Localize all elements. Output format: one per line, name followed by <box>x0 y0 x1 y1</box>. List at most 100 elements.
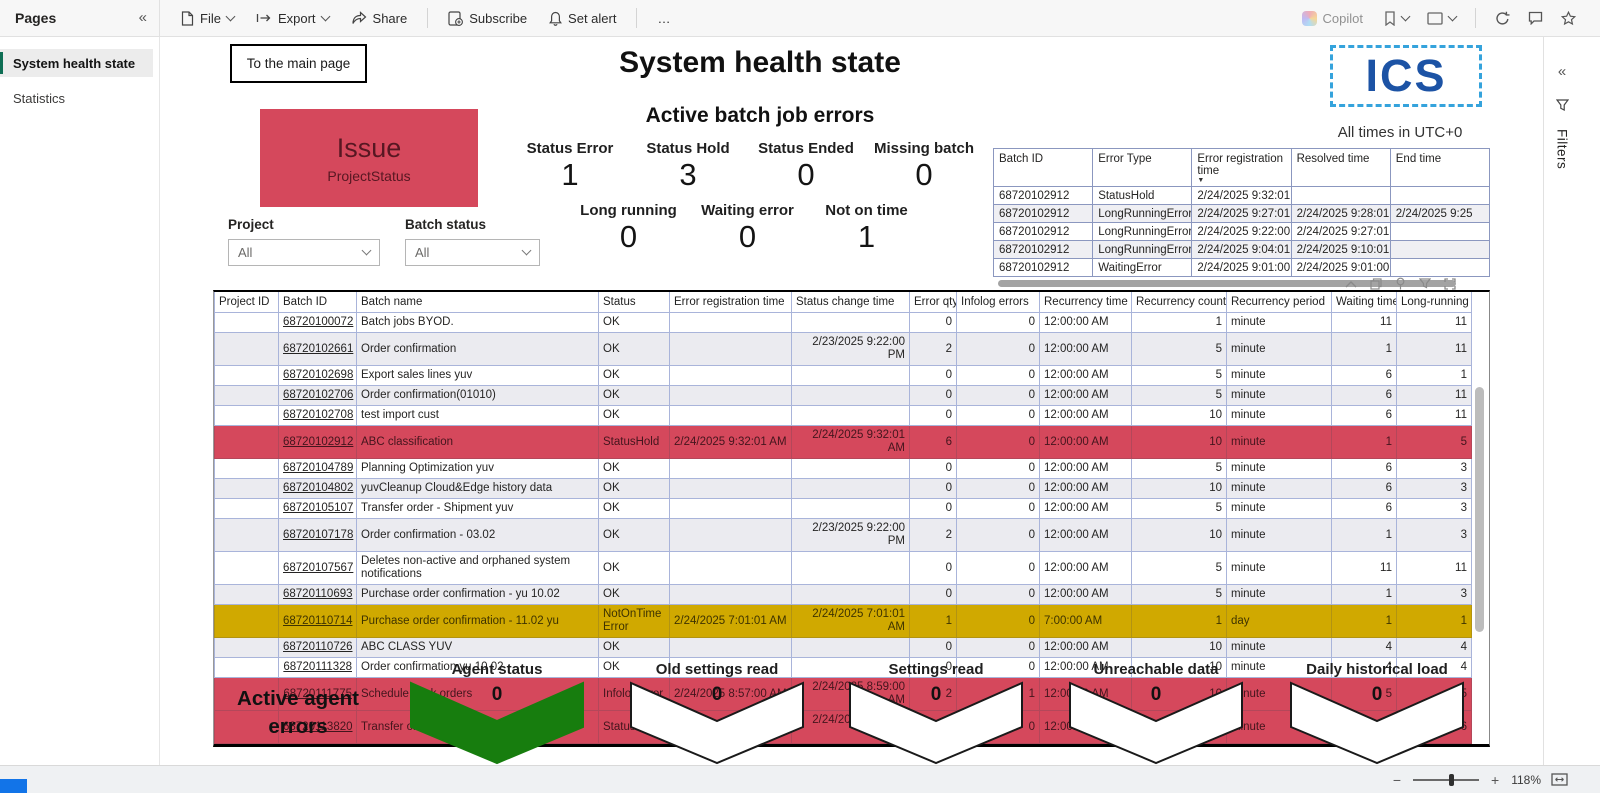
column-header-batch-id[interactable]: Batch ID <box>992 148 1094 187</box>
view-button[interactable] <box>1421 7 1462 30</box>
refresh-icon <box>1495 11 1510 26</box>
slicer-dropdown-project[interactable]: All <box>228 239 380 266</box>
batch-id-link[interactable]: 68720102661 <box>283 342 354 355</box>
table-row[interactable]: 68720102698 Export sales lines yuv OK 0 0 12:… <box>214 365 1472 386</box>
column-header-end-time[interactable]: End time <box>1389 148 1491 187</box>
table-row[interactable]: 68720102708 test import cust OK 0 0 12:00:00 … <box>214 405 1472 426</box>
column-header-infolog-errors[interactable]: Infolog errors <box>956 292 1040 313</box>
table-cell: 1 <box>909 604 957 638</box>
column-header-project-id[interactable]: Project ID <box>214 292 279 313</box>
batch-id-link[interactable]: 68720102698 <box>283 369 354 381</box>
fit-to-page-icon[interactable] <box>1551 773 1568 786</box>
table-row[interactable]: 68720110714 Purchase order confirmation -… <box>214 604 1472 638</box>
favorite-button[interactable] <box>1555 6 1582 31</box>
batch-id-link[interactable]: 68720113820 <box>283 720 353 733</box>
share-button[interactable]: Share <box>342 6 417 31</box>
batch-id-link[interactable]: 68720107567 <box>283 561 354 574</box>
column-header-resolved-time[interactable]: Resolved time <box>1290 148 1391 187</box>
table-row[interactable]: 68720110693 Purchase order confirmation -… <box>214 584 1472 605</box>
column-header-batch-name[interactable]: Batch name <box>356 292 599 313</box>
collapse-pages-icon[interactable] <box>139 9 147 27</box>
sidebar-item-system-health-state[interactable]: System health state <box>0 49 153 77</box>
table-row[interactable]: 68720105107 Transfer order - Shipment yuv… <box>214 498 1472 519</box>
batch-id-link[interactable]: 68720102912 <box>283 435 354 448</box>
batch-id-link[interactable]: 68720104802 <box>283 482 354 494</box>
batch-id-link[interactable]: 68720111775 <box>283 687 352 700</box>
table-row[interactable]: 68720100072 Batch jobs BYOD. OK 0 0 12:00:00 … <box>214 312 1472 333</box>
copy-icon[interactable] <box>1370 277 1382 290</box>
column-header-waiting-time[interactable]: Waiting time <box>1331 292 1397 313</box>
batch-id-link[interactable]: 68720111328 <box>283 661 352 673</box>
zoom-slider[interactable] <box>1413 773 1479 786</box>
table-cell: 3 <box>1396 518 1472 552</box>
bookmarks-button[interactable] <box>1378 6 1415 31</box>
table-row[interactable]: 68720102912 LongRunningError 2/24/2025 9:0… <box>992 240 1491 259</box>
zoom-out-button[interactable]: − <box>1392 771 1401 788</box>
table-cell: 2/24/2025 9:32:01 A… <box>1191 186 1292 205</box>
file-menu-button[interactable]: File <box>172 6 243 31</box>
more-options-button[interactable]: … <box>648 6 679 31</box>
column-header-recurrency-count[interactable]: Recurrency count <box>1131 292 1227 313</box>
table-cell: OK <box>598 498 670 519</box>
table-row[interactable]: 68720104802 yuvCleanup Cloud&Edge history… <box>214 478 1472 499</box>
column-header-error-qty[interactable]: Error qty <box>909 292 957 313</box>
vertical-scrollbar[interactable] <box>1475 387 1484 632</box>
agent-chevron-old-settings-read: Old settings read 0 <box>629 661 805 765</box>
column-header-recurrency-period[interactable]: Recurrency period <box>1226 292 1332 313</box>
table-row[interactable]: 68720102661 Order confirmation OK 2/23/2025… <box>214 332 1472 366</box>
table-row[interactable]: 68720111328 Order confirmation yu 10 02 OK… <box>214 657 1472 678</box>
table-row[interactable]: 68720107567 Deletes non-active and orphan… <box>214 551 1472 585</box>
column-header-error-registration-time[interactable]: Error registration time <box>669 292 792 313</box>
table-cell <box>669 518 792 552</box>
column-header-label: Error Type <box>1098 153 1152 165</box>
batch-id-link[interactable]: 68720105107 <box>283 502 354 514</box>
batch-id-link[interactable]: 68720102708 <box>283 409 354 421</box>
column-header-recurrency-time[interactable]: Recurrency time <box>1039 292 1132 313</box>
slicer-dropdown-batch-status[interactable]: All <box>405 239 540 266</box>
batch-id-link[interactable]: 68720104789 <box>283 462 354 474</box>
comments-button[interactable] <box>1522 6 1549 30</box>
batch-id-link[interactable]: 68720110714 <box>283 614 353 627</box>
set-alert-button[interactable]: Set alert <box>540 6 625 31</box>
column-header-long-running-time[interactable]: Long-running time <box>1396 292 1472 313</box>
refresh-button[interactable] <box>1489 6 1516 31</box>
table-row[interactable]: 68720110726 ABC CLASS YUV OK 0 0 12:00:00 AM 1… <box>214 637 1472 658</box>
column-header-status[interactable]: Status <box>598 292 670 313</box>
column-header-batch-id[interactable]: Batch ID <box>278 292 357 313</box>
table-row[interactable]: 68720104789 Planning Optimization yuv OK 0 0… <box>214 458 1472 479</box>
batch-id-link[interactable]: 68720110693 <box>283 588 353 600</box>
table-row[interactable]: 68720102912 WaitingError 2/24/2025 9:01:00… <box>992 258 1491 277</box>
subscribe-button[interactable]: Subscribe <box>439 6 536 31</box>
issue-status-card[interactable]: Issue ProjectStatus <box>260 109 478 207</box>
batch-id-link[interactable]: 68720110726 <box>283 641 353 653</box>
export-menu-button[interactable]: Export <box>247 6 338 31</box>
drill-up-icon[interactable] <box>1345 280 1357 288</box>
copilot-button[interactable]: Copilot <box>1293 6 1372 31</box>
batch-id-link[interactable]: 68720107178 <box>283 528 354 541</box>
column-header-error-type[interactable]: Error Type <box>1092 148 1193 187</box>
pin-icon[interactable] <box>1395 277 1406 290</box>
table-row[interactable]: 68720107178 Order confirmation - 03.02 OK 2… <box>214 518 1472 552</box>
batch-id-link[interactable]: 68720102706 <box>283 389 354 401</box>
zoom-in-button[interactable]: + <box>1491 771 1500 788</box>
table-cell: 1 <box>1131 312 1227 333</box>
table-row[interactable]: 68720102706 Order confirmation(01010) OK 0 0… <box>214 385 1472 406</box>
batch-id-link[interactable]: 68720100072 <box>283 316 354 328</box>
sidebar-item-statistics[interactable]: Statistics <box>13 90 66 106</box>
table-row[interactable]: 68720102912 LongRunningError 2/24/2025 9:2… <box>992 222 1491 241</box>
column-header-status-change-time[interactable]: Status change time <box>791 292 910 313</box>
filter-icon[interactable] <box>1555 99 1569 111</box>
focus-mode-icon[interactable] <box>1444 277 1456 290</box>
to-main-page-button[interactable]: To the main page <box>230 44 367 83</box>
column-header-error-registration-time[interactable]: Error registration time ▼ <box>1191 148 1292 187</box>
expand-filters-icon[interactable] <box>1558 63 1566 81</box>
table-row[interactable]: 68720102912 LongRunningError 2/24/2025 9:2… <box>992 204 1491 223</box>
horizontal-scrollbar[interactable] <box>998 280 1456 287</box>
zoom-slider-thumb[interactable] <box>1449 773 1454 786</box>
filter-applied-icon[interactable] <box>1419 278 1431 289</box>
table-cell: 1 <box>1396 365 1472 386</box>
table-row[interactable]: 68720102912 ABC classification StatusHold 2… <box>214 425 1472 459</box>
